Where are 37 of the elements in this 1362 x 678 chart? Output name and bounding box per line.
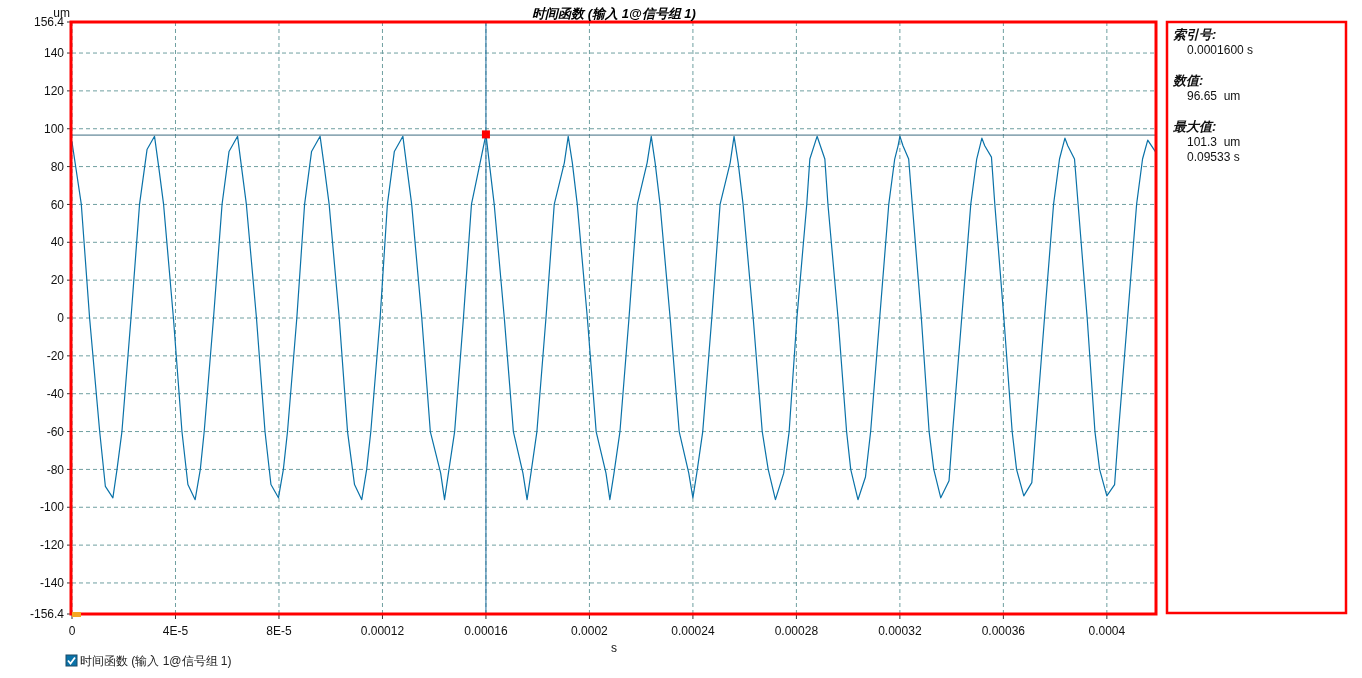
x-tick-label: 0.00036 — [981, 624, 1026, 638]
y-tick-label: -100 — [39, 500, 65, 515]
x-axis-title: s — [611, 641, 617, 655]
y-tick-label: 20 — [50, 273, 65, 288]
x-tick-label: 0 — [68, 624, 76, 638]
x-tick-label: 0.00012 — [360, 624, 405, 638]
y-tick-label: 100 — [43, 121, 65, 136]
y-tick-label: 40 — [50, 235, 65, 250]
text: 0.09533 s — [1187, 150, 1240, 164]
x-tick-label: 0.0004 — [1088, 624, 1126, 638]
x-tick-label: 0.00032 — [878, 624, 922, 638]
x-tick-label: 8E-5 — [266, 624, 292, 638]
text: 索引号: — [1173, 27, 1217, 42]
y-tick-label: 120 — [43, 84, 65, 99]
x-tick-label: 4E-5 — [162, 624, 189, 638]
y-tick-label: -140 — [39, 576, 65, 591]
y-tick-label: -20 — [46, 349, 65, 364]
y-tick-label: 60 — [50, 197, 65, 212]
y-tick-label: 140 — [43, 46, 65, 61]
text: 数值: — [1172, 73, 1204, 88]
text: 96.65 um — [1187, 89, 1241, 103]
legend-label: 时间函数 (输入 1@信号组 1) — [80, 654, 232, 668]
y-tick-label: -60 — [46, 424, 65, 439]
y-tick-label: -120 — [39, 538, 65, 553]
x-tick-label: 0.00016 — [464, 624, 508, 638]
y-tick-label: -40 — [46, 386, 65, 401]
y-tick-label: -156.4 — [29, 607, 65, 622]
chart-title: 时间函数 (输入 1@信号组 1) — [532, 6, 696, 21]
x-tick-label: 0.00028 — [774, 624, 819, 638]
y-tick-label: 0 — [57, 311, 65, 326]
text: 0.0001600 s — [1187, 43, 1254, 57]
text: 最大值: — [1173, 119, 1217, 134]
text: 101.3 um — [1187, 135, 1241, 149]
x-tick-label: 0.0002 — [571, 624, 609, 638]
y-tick-label: -80 — [46, 462, 65, 477]
x-tick-label: 0.00024 — [671, 624, 715, 638]
y-tick-label: 80 — [50, 159, 65, 174]
